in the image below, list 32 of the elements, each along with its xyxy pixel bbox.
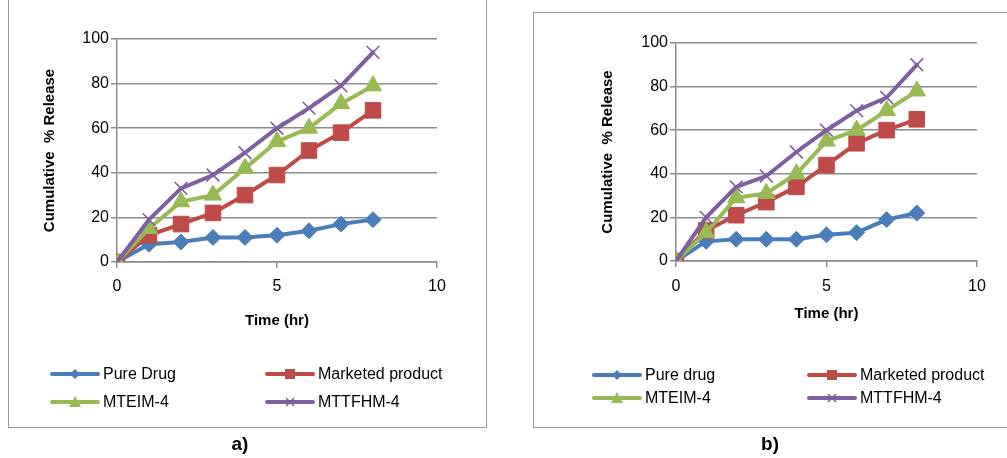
legend-label: Pure Drug xyxy=(103,365,176,383)
text: a) xyxy=(231,433,249,455)
y-tick-label: 100 xyxy=(82,29,110,47)
legend-label: Marketed product xyxy=(860,366,985,384)
legend-label: MTTFHM-4 xyxy=(318,393,400,411)
y-axis-title: Cumulative % Release xyxy=(40,68,58,233)
legend-label: MTEIM-4 xyxy=(103,393,169,411)
text: b) xyxy=(761,433,779,455)
x-tick-label: 10 xyxy=(428,277,446,295)
y-tick-label: 40 xyxy=(650,164,669,182)
x-tick-label: 5 xyxy=(272,277,282,295)
y-tick-label: 0 xyxy=(659,251,669,269)
y-tick-label: 0 xyxy=(100,252,110,270)
x-tick-label: 10 xyxy=(968,277,986,295)
legend-label: MTTFHM-4 xyxy=(860,389,942,407)
y-tick-label: 80 xyxy=(650,77,669,95)
y-axis-title: Cumulative % Release xyxy=(598,70,616,234)
x-tick-label: 5 xyxy=(822,277,832,295)
legend-label: Pure drug xyxy=(645,366,716,384)
y-tick-label: 60 xyxy=(650,120,669,138)
y-tick-label: 40 xyxy=(91,163,110,181)
y-tick-label: 20 xyxy=(91,207,110,225)
x-tick-label: 0 xyxy=(671,277,681,295)
y-tick-label: 80 xyxy=(91,74,110,92)
x-axis-title: Time (hr) xyxy=(794,304,859,322)
legend-label: MTEIM-4 xyxy=(645,389,711,407)
y-tick-label: 60 xyxy=(91,118,110,136)
x-axis-title: Time (hr) xyxy=(245,311,309,329)
x-tick-label: 0 xyxy=(112,277,122,295)
y-tick-label: 100 xyxy=(641,33,669,51)
y-tick-label: 20 xyxy=(650,207,669,225)
legend-label: Marketed product xyxy=(318,365,443,383)
